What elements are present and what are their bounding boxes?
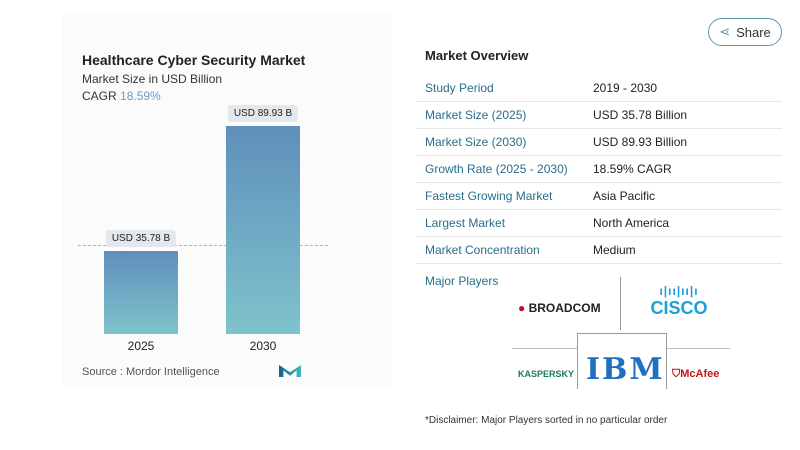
chart-title: Healthcare Cyber Security Market <box>82 52 306 68</box>
row-value: Medium <box>593 243 636 257</box>
data-label: USD 35.78 B <box>105 230 177 248</box>
row-key: Largest Market <box>425 216 506 230</box>
ibm-logo: IBM <box>586 352 665 387</box>
cagr-value: 18.59% <box>120 89 161 103</box>
share-icon: ⋖ <box>719 24 731 39</box>
row-key: Study Period <box>425 81 494 95</box>
cagr: CAGR 18.59% <box>82 89 161 103</box>
row-key: Market Concentration <box>425 243 540 257</box>
x-tick-label: 2030 <box>249 339 277 353</box>
row-value: 18.59% CAGR <box>593 162 672 176</box>
bar-2030 <box>226 126 300 334</box>
broadcom-logo: ● BROADCOM <box>518 301 601 315</box>
overview-row: Largest Market North America <box>417 210 782 237</box>
bar-2025 <box>104 251 178 334</box>
overview-row: Market Concentration Medium <box>417 237 782 264</box>
row-value: USD 89.93 Billion <box>593 135 688 149</box>
overview-row: Fastest Growing Market Asia Pacific <box>417 183 782 210</box>
row-value: USD 35.78 Billion <box>593 108 688 122</box>
overview-row: Market Size (2030) USD 89.93 Billion <box>417 129 782 156</box>
share-label: Share <box>736 24 771 40</box>
kaspersky-logo: KASPERSKY <box>518 369 575 379</box>
cisco-logo: ı|ıı|ıı|ı CISCO <box>650 284 708 318</box>
row-key: Market Size (2030) <box>425 135 527 149</box>
overview-row: Market Size (2025) USD 35.78 Billion <box>417 102 782 129</box>
reference-line <box>78 245 328 246</box>
share-button[interactable]: ⋖ Share <box>708 18 782 46</box>
row-key: Fastest Growing Market <box>425 189 553 203</box>
row-value: 2019 - 2030 <box>593 81 658 95</box>
overview-row: Growth Rate (2025 - 2030) 18.59% CAGR <box>417 156 782 183</box>
cagr-label: CAGR <box>82 89 117 103</box>
source: Source : Mordor Intelligence <box>82 366 220 378</box>
row-key: Growth Rate (2025 - 2030) <box>425 162 568 176</box>
chart-subtitle: Market Size in USD Billion <box>82 72 223 86</box>
overview-row: Study Period 2019 - 2030 <box>417 75 782 102</box>
row-value: North America <box>593 216 670 230</box>
row-value: Asia Pacific <box>593 189 656 203</box>
data-label: USD 89.93 B <box>227 105 299 122</box>
mcafee-logo: ⛉McAfee <box>672 368 720 380</box>
overview-title: Market Overview <box>425 48 529 63</box>
disclaimer: *Disclaimer: Major Players sorted in no … <box>425 415 668 426</box>
row-key: Market Size (2025) <box>425 108 527 122</box>
x-tick-label: 2025 <box>127 339 155 353</box>
major-players-label: Major Players <box>425 274 499 288</box>
